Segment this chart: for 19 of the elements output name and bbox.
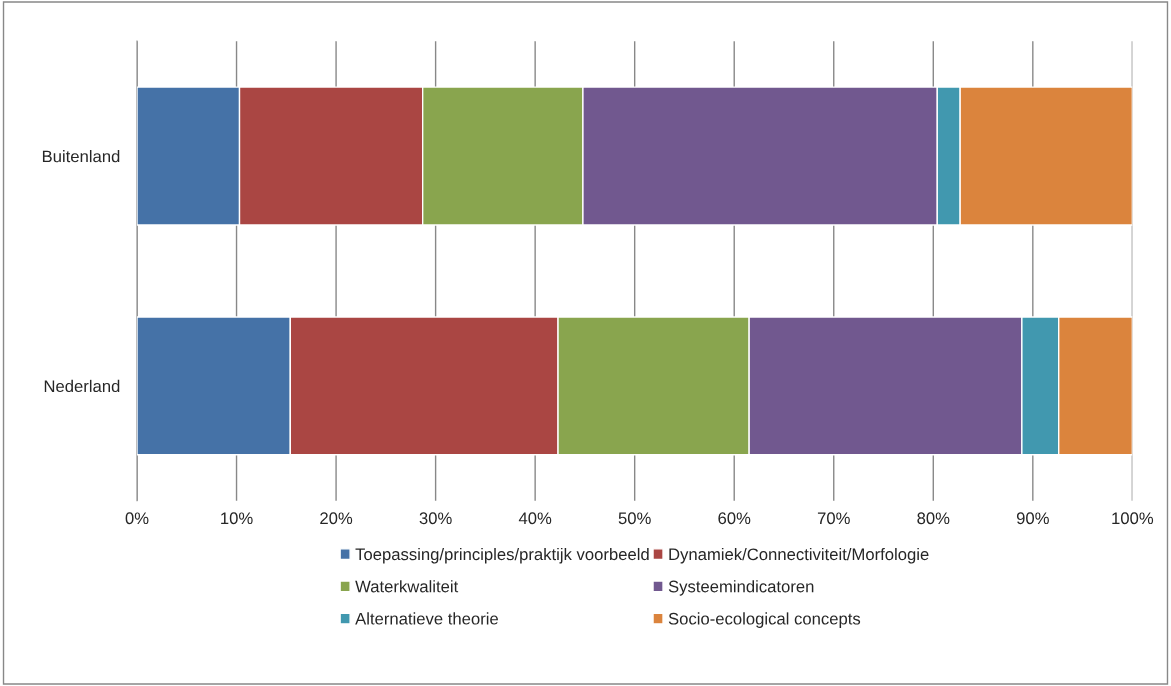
x-tick-label: 80% [917,512,950,525]
x-tick-label: 40% [518,512,552,525]
legend-label: Systeemindicatoren [668,580,814,596]
legend-label: Socio-ecological concepts [668,612,861,628]
x-tick-label: 70% [817,512,850,525]
x-tick-label: 0% [125,512,149,525]
legend-label: Dynamiek/Connectiviteit/Morfologie [669,547,929,564]
x-tick-label: 20% [320,512,353,525]
x-tick-label: 60% [718,512,751,525]
x-tick-label: 100% [1112,512,1154,525]
legend-label: Alternatieve theorie [355,612,498,625]
x-tick-label: 90% [1016,512,1049,525]
y-tick-label: Nederland [44,379,120,393]
legend-label: Toepassing/principles/praktijk voorbeeld [355,547,649,564]
x-tick-label: 50% [618,512,651,525]
y-tick-label: Buitenland [42,150,120,163]
x-tick-label: 30% [419,512,452,525]
legend-label: Waterkwaliteit [355,580,459,593]
x-tick-label: 10% [221,512,253,525]
